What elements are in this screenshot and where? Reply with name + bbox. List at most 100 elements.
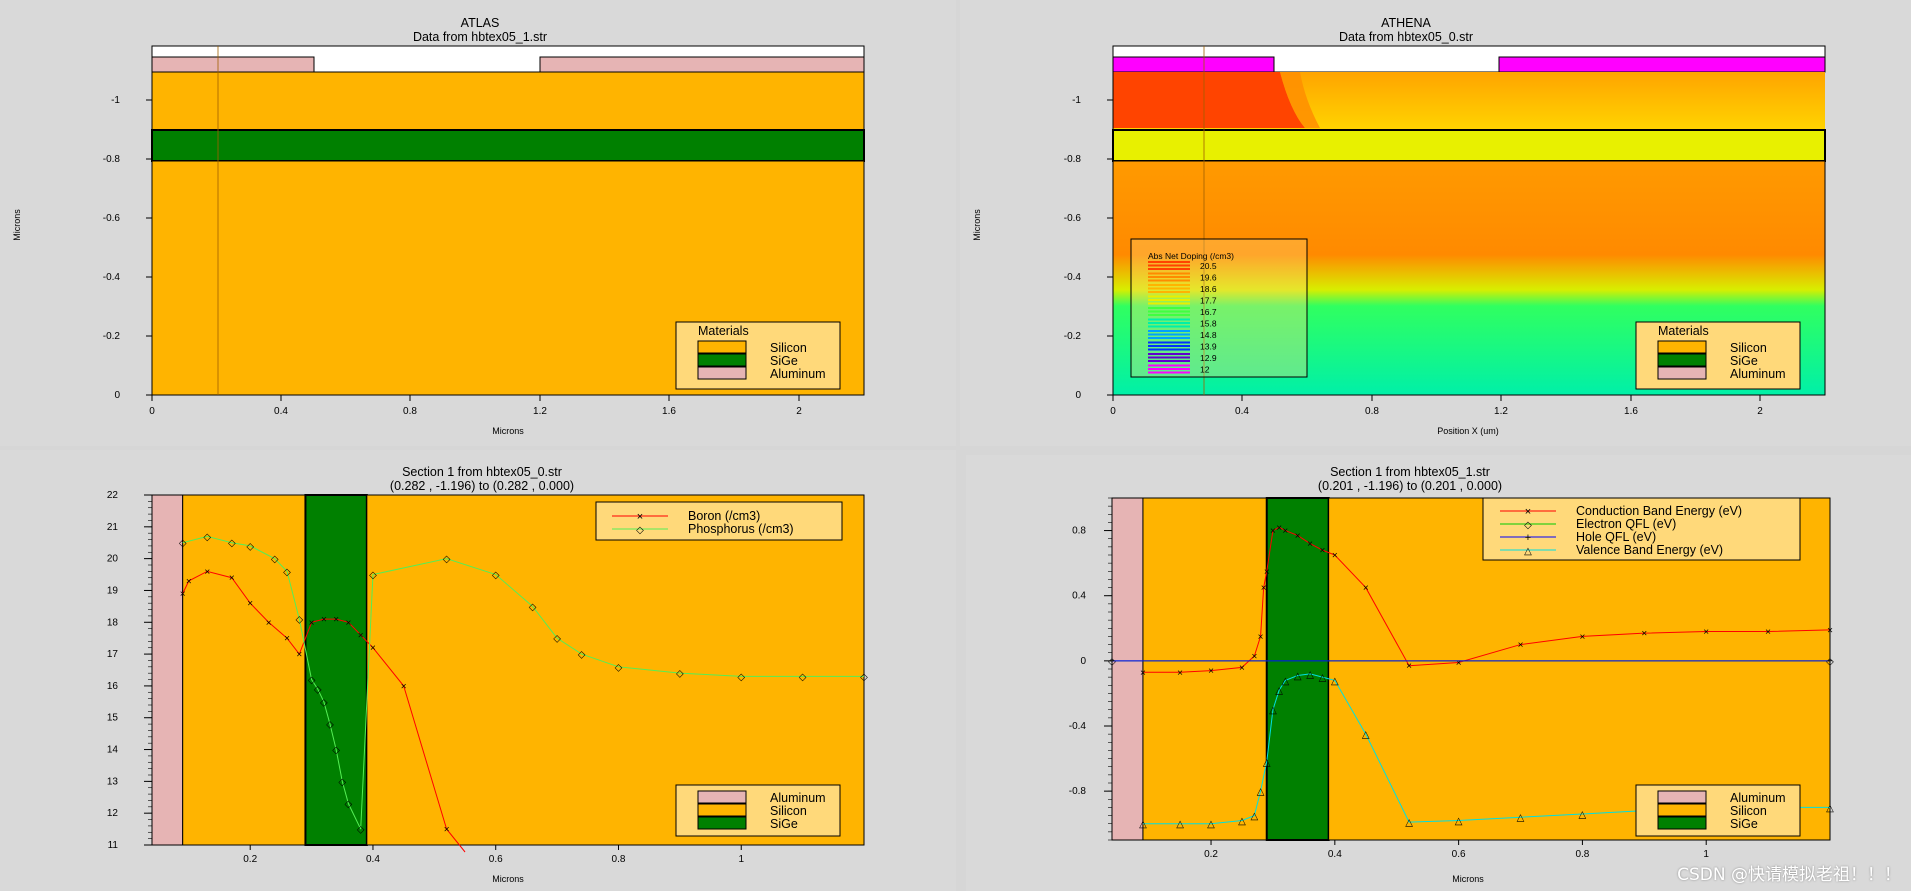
data-point: ×	[1703, 627, 1709, 638]
y-tick-label: -0.8	[1064, 154, 1082, 165]
data-point: △	[1269, 705, 1277, 716]
data-point: ×	[1282, 526, 1288, 537]
data-point: ×	[1307, 539, 1313, 550]
doping-legend-label: 18.6	[1200, 284, 1217, 294]
y-tick-label: -0.6	[1064, 213, 1082, 224]
athena-doping-plot: ATHENA Data from hbtex05_0.str -1 -0.8 -…	[972, 16, 1826, 436]
legend-swatch-silicon	[697, 340, 747, 354]
data-point: ×	[321, 615, 327, 626]
legend-label: Aluminum	[770, 791, 826, 805]
y-tick-label: 14	[107, 745, 119, 756]
data-point: ◇	[578, 650, 586, 661]
legend-swatch-sige	[1657, 816, 1707, 830]
legend-label: Electron QFL (eV)	[1576, 517, 1676, 531]
x-tick-label: 0.4	[366, 854, 380, 865]
data-point: ×	[1295, 531, 1301, 542]
chart-subtitle: Data from hbtex05_0.str	[1339, 30, 1473, 44]
data-point: ×	[1239, 663, 1245, 674]
data-point: ◇	[529, 602, 537, 613]
data-point: △	[1281, 676, 1289, 687]
chart-subtitle: (0.282 , -1.196) to (0.282 , 0.000)	[390, 479, 574, 493]
band-section-panel: Section 1 from hbtex05_1.str (0.201 , -1…	[966, 455, 1911, 891]
y-axis-label: Microns	[12, 209, 22, 241]
legend-label: Silicon	[1730, 804, 1767, 818]
data-point: ◇	[314, 685, 322, 696]
region-aluminum	[1111, 497, 1144, 841]
y-tick-label: -0.8	[1069, 786, 1087, 797]
x-axis-label: Microns	[492, 426, 524, 436]
y-tick-label: 0	[1080, 656, 1086, 667]
data-point: △	[1257, 787, 1265, 798]
data-point: ×	[1332, 551, 1338, 562]
legend-label: Aluminum	[770, 367, 826, 381]
y-tick-label: -0.4	[103, 272, 121, 283]
data-point: ◇	[676, 669, 684, 680]
y-tick-label: -0.4	[1064, 272, 1082, 283]
data-point: ◇	[228, 538, 236, 549]
x-tick-label: 0.4	[1328, 849, 1342, 860]
legend-swatch-aluminum	[1657, 366, 1707, 380]
chart-subtitle: Data from hbtex05_1.str	[413, 30, 547, 44]
data-point: △	[1579, 809, 1587, 820]
legend-label: Silicon	[770, 804, 807, 818]
data-point: ×	[1140, 668, 1146, 679]
axes: -0.8 -0.4 0 0.4 0.8 0.2 0.4 0.6 0.8 1	[1069, 497, 1830, 860]
x-tick-label: 0.6	[1452, 849, 1466, 860]
data-point: ×	[1258, 632, 1264, 643]
atlas-panel: ATLAS Data from hbtex05_1.str -1 -0.8 -0…	[0, 0, 956, 446]
data-point: ×	[345, 618, 351, 629]
doping-legend-label: 16.7	[1200, 307, 1217, 317]
chart-title: ATHENA	[1381, 16, 1431, 30]
data-point: ×	[1208, 666, 1214, 677]
series-line	[1142, 526, 1831, 673]
data-point: ◇	[338, 777, 346, 788]
data-point: △	[1238, 816, 1246, 827]
x-axis	[151, 395, 800, 401]
legend-swatch-aluminum	[1657, 790, 1707, 804]
x-tick-label: 0.4	[274, 406, 288, 417]
x-tick-label: 1.6	[1624, 406, 1638, 417]
legend-title: Materials	[698, 324, 749, 338]
data-point: △	[1319, 673, 1327, 684]
materials-legend: Aluminum Silicon SiGe	[1635, 784, 1801, 837]
data-point: ×	[204, 567, 210, 578]
data-point: ×	[186, 576, 192, 587]
doping-legend-label: 17.7	[1200, 296, 1217, 306]
doping-legend-title: Abs Net Doping (/cm3)	[1148, 251, 1234, 261]
legend-label: Conduction Band Energy (eV)	[1576, 504, 1742, 518]
y-tick-label: -1	[111, 95, 120, 106]
data-point: ◇	[246, 541, 254, 552]
chart-title: ATLAS	[461, 16, 500, 30]
data-point: ◇	[308, 675, 316, 686]
data-point: ×	[284, 634, 290, 645]
legend-marker: △	[1524, 546, 1532, 557]
x-tick-label: 1.6	[662, 406, 676, 417]
data-point: ×	[1264, 567, 1270, 578]
aluminum-contact-right	[539, 56, 865, 73]
data-point: +	[1827, 656, 1833, 667]
data-point: ×	[1251, 651, 1257, 662]
data-point: ×	[1320, 546, 1326, 557]
doping-legend-bars: 20.5 19.618.6 17.716.7 15.814.8 13.912.9 12	[1148, 261, 1217, 375]
data-point: △	[1294, 671, 1302, 682]
y-tick-label: 18	[107, 617, 119, 628]
data-point: △	[1306, 669, 1314, 680]
sige-base-region	[151, 129, 865, 162]
data-point: ×	[229, 573, 235, 584]
data-point: △	[1139, 819, 1147, 830]
data-point: ×	[1276, 523, 1282, 534]
data-point: +	[1109, 656, 1115, 667]
data-point: ◇	[283, 567, 291, 578]
y-tick-label: 16	[107, 681, 119, 692]
legend-swatch-sige	[1657, 353, 1707, 367]
data-point: ◇	[737, 672, 745, 683]
chart-title: Section 1 from hbtex05_0.str	[402, 465, 562, 479]
data-point: ×	[296, 650, 302, 661]
y-tick-label: -0.2	[1064, 331, 1082, 342]
band-section-plot: Section 1 from hbtex05_1.str (0.201 , -1…	[1069, 465, 1834, 884]
y-tick-label: 12	[107, 808, 119, 819]
x-axis-label: Position X (um)	[1437, 426, 1499, 436]
x-axis-label: Microns	[1452, 874, 1484, 884]
legend-swatch-silicon	[697, 803, 747, 817]
series-conduction-band-energy-ev: × × × ×××××× × × ××× ××× ××× × × × ×	[1140, 523, 1833, 679]
